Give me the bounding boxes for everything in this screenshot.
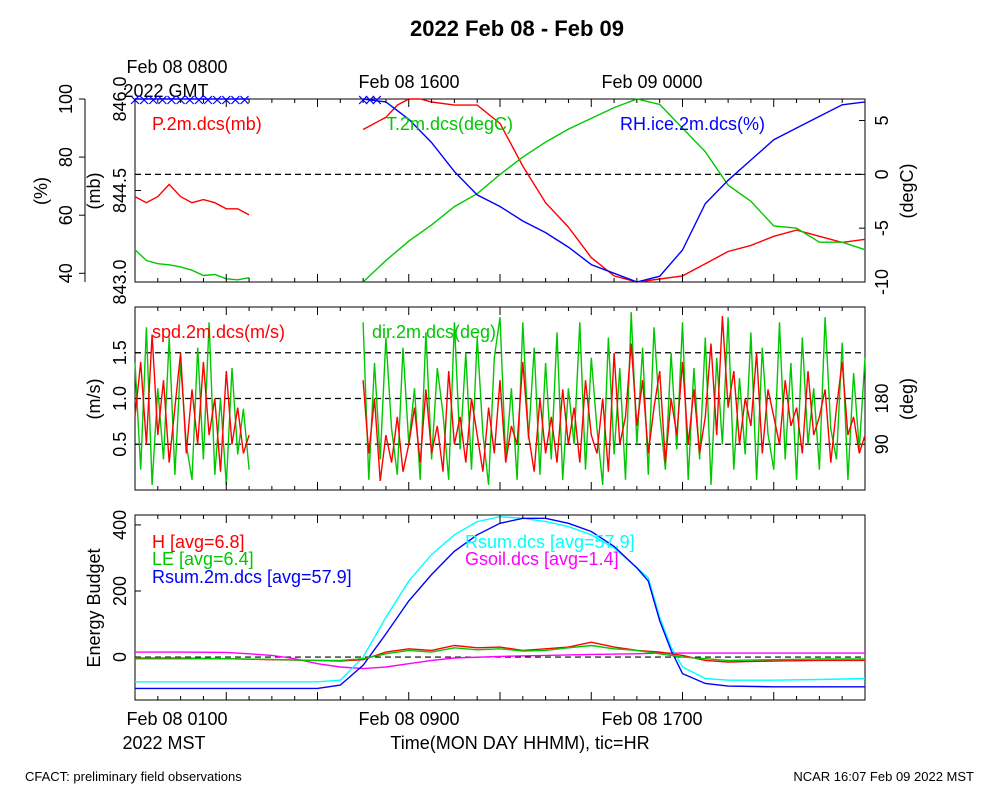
top-tick-label: Feb 08 1600	[358, 72, 459, 92]
time-axis-label: Time(MON DAY HHMM), tic=HR	[390, 733, 649, 753]
temperature-tick-label: 5	[872, 116, 892, 126]
series-line-wind-direction	[134, 322, 250, 485]
panel1-series	[134, 98, 866, 283]
legend-wind-direction: dir.2m.dcs(deg)	[372, 322, 496, 342]
panel-pressure-temperature-humidity: 40 60 80 100 (%) 843.0 844.5 846.0 (mb) -10 -5…	[31, 76, 917, 304]
speed-tick-label: 0.5	[110, 432, 130, 457]
series-line-rh-ice	[363, 98, 866, 283]
top-tick-label: Feb 08 0800	[126, 57, 227, 77]
direction-axis-label: (deg)	[897, 378, 917, 420]
temperature-axis-label: (degC)	[897, 163, 917, 218]
rh-saturation-marker	[194, 95, 204, 105]
panel-energy-budget: 0 200 400 Energy Budget H [avg=6.8] LE [av…	[84, 510, 866, 701]
pressure-tick-label: 843.0	[110, 259, 130, 304]
series-line-temperature	[134, 249, 250, 281]
speed-tick-label: 1.5	[110, 340, 130, 365]
top-tick-label: 2022 GMT	[123, 81, 208, 101]
energy-tick-label: 400	[110, 510, 130, 540]
direction-tick-label: 90	[872, 434, 892, 454]
legend-wind-speed: spd.2m.dcs(m/s)	[152, 322, 285, 342]
speed-tick-label: 1.0	[110, 386, 130, 411]
energy-tick-label: 0	[110, 652, 130, 662]
legend-rsum: Rsum.dcs [avg=57.9]	[465, 532, 635, 552]
rh-saturation-marker	[230, 95, 240, 105]
legend-temperature: T.2m.dcs(degC)	[386, 114, 513, 134]
pressure-axis-label: (mb)	[84, 173, 104, 210]
chart-title: 2022 Feb 08 - Feb 09	[410, 16, 624, 41]
series-line-pressure	[362, 98, 866, 283]
top-tick-label: Feb 09 0000	[601, 72, 702, 92]
rh-saturation-marker	[185, 95, 195, 105]
series-line-pressure	[134, 183, 250, 216]
speed-axis-ticks: 0.5 1.0 1.5	[110, 340, 141, 457]
panel-wind: 0.5 1.0 1.5 (m/s) 90 180 (deg) spd.2m.dcs(m…	[84, 306, 917, 491]
pressure-tick-label: 844.5	[110, 168, 130, 213]
rh-tick-label: 100	[56, 84, 76, 114]
temperature-tick-label: -5	[872, 220, 892, 236]
legend-gsoil: Gsoil.dcs [avg=1.4]	[465, 549, 619, 569]
series-line-wind-direction	[362, 312, 866, 485]
series-line-latent-heat	[135, 644, 865, 662]
direction-tick-label: 180	[872, 383, 892, 413]
legend-rsum-2m: Rsum.2m.dcs [avg=57.9]	[152, 567, 352, 587]
rh-tick-label: 60	[56, 205, 76, 225]
series-line-rsum	[135, 515, 866, 683]
footer-left: CFACT: preliminary field observations	[25, 769, 242, 784]
rh-saturation-marker	[157, 95, 167, 105]
legend-sensible-heat: H [avg=6.8]	[152, 532, 245, 552]
footer-right: NCAR 16:07 Feb 09 2022 MST	[793, 769, 974, 784]
bottom-tick-label: Feb 08 1700	[601, 709, 702, 729]
legend-latent-heat: LE [avg=6.4]	[152, 549, 254, 569]
energy-tick-label: 200	[110, 576, 130, 606]
legend-pressure: P.2m.dcs(mb)	[152, 114, 262, 134]
temperature-tick-label: -10	[872, 269, 892, 295]
rh-saturation-marker	[372, 95, 382, 105]
rh-tick-label: 40	[56, 263, 76, 283]
rh-saturation-marker	[148, 95, 158, 105]
rh-tick-label: 80	[56, 147, 76, 167]
panel2-series	[134, 312, 866, 485]
bottom-time-axis: Feb 08 0100 2022 MST Feb 08 0900 Feb 08 …	[122, 709, 702, 753]
speed-axis-label: (m/s)	[84, 379, 104, 420]
series-line-wind-speed	[134, 334, 250, 472]
rh-saturation-marker	[167, 95, 176, 105]
series-line-temperature	[362, 98, 866, 283]
direction-axis-ticks: 90 180	[859, 383, 892, 454]
rh-saturation-marker	[365, 95, 375, 105]
temperature-axis-ticks: -10 -5 0 5	[859, 116, 892, 295]
legend-rh-ice: RH.ice.2m.dcs(%)	[620, 114, 765, 134]
series-line-wind-speed	[362, 316, 866, 481]
rh-saturation-marker	[212, 95, 222, 105]
time-axis-ticks	[134, 99, 866, 700]
bottom-tick-label: Feb 08 0900	[358, 709, 459, 729]
series-line-gsoil	[135, 651, 865, 670]
bottom-tick-label: 2022 MST	[122, 733, 205, 753]
rh-axis-ticks: 40 60 80 100	[56, 84, 85, 283]
top-time-axis: Feb 08 0800 2022 GMT Feb 08 1600 Feb 09 …	[123, 57, 702, 101]
rh-saturation-marker	[203, 95, 213, 105]
energy-axis-ticks: 0 200 400	[110, 510, 141, 662]
pressure-axis-ticks: 843.0 844.5 846.0	[110, 76, 141, 305]
rh-saturation-marker	[139, 95, 149, 105]
temperature-tick-label: 0	[872, 169, 892, 179]
rh-axis-label: (%)	[31, 177, 51, 205]
bottom-tick-label: Feb 08 0100	[126, 709, 227, 729]
energy-axis-label: Energy Budget	[84, 548, 104, 667]
pressure-tick-label: 846.0	[110, 76, 130, 121]
rh-saturation-marker	[240, 95, 249, 105]
rh-saturation-markers	[130, 95, 382, 105]
wind-reference-lines	[135, 352, 865, 445]
